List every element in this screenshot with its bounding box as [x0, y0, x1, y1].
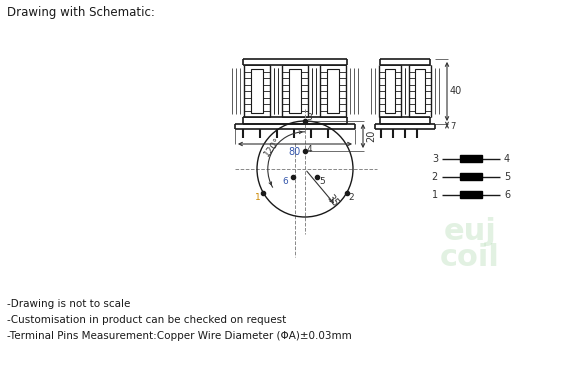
Text: 6: 6 [282, 176, 288, 185]
Bar [385, 69, 395, 113]
Text: -Customisation in product can be checked on request: -Customisation in product can be checked… [7, 315, 286, 325]
Text: 2: 2 [349, 192, 355, 202]
Text: 3: 3 [306, 113, 312, 123]
Bar [415, 69, 425, 113]
Text: 6: 6 [504, 190, 510, 200]
Text: 1: 1 [255, 192, 260, 202]
Bar [460, 173, 482, 180]
Bar [289, 69, 301, 113]
Text: euj: euj [444, 217, 496, 247]
Text: 35: 35 [324, 192, 340, 208]
Text: 20: 20 [366, 130, 376, 142]
Text: 120°: 120° [263, 136, 283, 158]
Text: -Terminal Pins Measurement:Copper Wire Diameter (ΦA)±0.03mm: -Terminal Pins Measurement:Copper Wire D… [7, 331, 352, 341]
Bar [251, 69, 263, 113]
Text: 3: 3 [432, 154, 438, 164]
Text: 7: 7 [450, 122, 456, 131]
Text: coil: coil [440, 243, 500, 272]
Bar [327, 69, 339, 113]
Text: 1: 1 [432, 190, 438, 200]
Text: 80: 80 [289, 147, 301, 157]
Bar [460, 155, 482, 162]
Text: 2: 2 [432, 172, 438, 182]
Text: 40: 40 [450, 87, 462, 96]
Text: Drawing with Schematic:: Drawing with Schematic: [7, 6, 155, 19]
Text: 4: 4 [504, 154, 510, 164]
Text: -Drawing is not to scale: -Drawing is not to scale [7, 299, 130, 309]
Text: 5: 5 [319, 176, 325, 185]
Text: 5: 5 [504, 172, 511, 182]
Bar [460, 191, 482, 198]
Text: 4: 4 [306, 144, 312, 154]
